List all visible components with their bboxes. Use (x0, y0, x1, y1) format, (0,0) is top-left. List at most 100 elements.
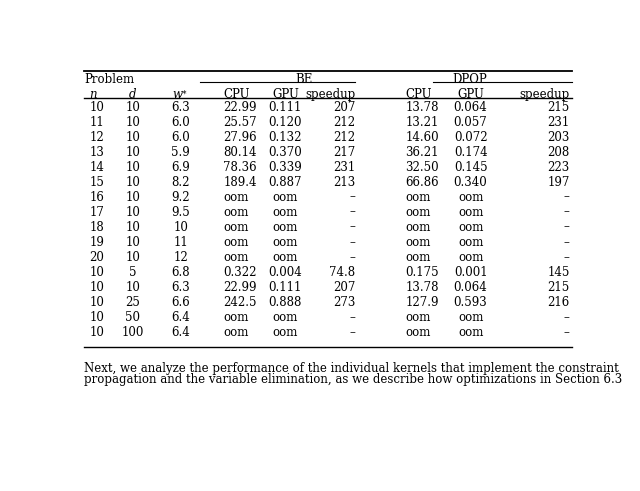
Text: CPU: CPU (223, 88, 250, 101)
Text: oom: oom (406, 326, 431, 339)
Text: 9.2: 9.2 (172, 191, 190, 204)
Text: 0.370: 0.370 (269, 145, 302, 159)
Text: oom: oom (223, 250, 249, 264)
Text: w: w (173, 88, 182, 101)
Text: oom: oom (406, 311, 431, 324)
Text: oom: oom (458, 250, 483, 264)
Text: –: – (349, 191, 355, 204)
Text: 11: 11 (173, 236, 188, 248)
Text: 80.14: 80.14 (223, 145, 257, 159)
Text: 145: 145 (547, 266, 570, 279)
Text: 0.322: 0.322 (223, 266, 257, 279)
Text: 208: 208 (548, 145, 570, 159)
Text: speedup: speedup (520, 88, 570, 101)
Text: 0.340: 0.340 (454, 176, 488, 189)
Text: 6.0: 6.0 (172, 115, 190, 129)
Text: oom: oom (223, 191, 249, 204)
Text: oom: oom (273, 206, 298, 218)
Text: 9.5: 9.5 (172, 206, 190, 218)
Text: 10: 10 (125, 250, 140, 264)
Text: 0.145: 0.145 (454, 161, 488, 173)
Text: GPU: GPU (457, 88, 484, 101)
Text: 10: 10 (90, 311, 104, 324)
Text: d: d (129, 88, 136, 101)
Text: 0.175: 0.175 (406, 266, 439, 279)
Text: oom: oom (273, 220, 298, 234)
Text: –: – (349, 250, 355, 264)
Text: 10: 10 (125, 281, 140, 294)
Text: 6.8: 6.8 (172, 266, 190, 279)
Text: 0.120: 0.120 (269, 115, 302, 129)
Text: 10: 10 (173, 220, 188, 234)
Text: 14: 14 (90, 161, 104, 173)
Text: oom: oom (223, 236, 249, 248)
Text: –: – (564, 236, 570, 248)
Text: *: * (182, 90, 186, 99)
Text: 10: 10 (90, 101, 104, 113)
Text: 16: 16 (90, 191, 104, 204)
Text: 197: 197 (547, 176, 570, 189)
Text: 25.57: 25.57 (223, 115, 257, 129)
Text: 0.111: 0.111 (269, 101, 302, 113)
Text: –: – (564, 326, 570, 339)
Text: 25: 25 (125, 296, 140, 309)
Text: 10: 10 (125, 206, 140, 218)
Text: Problem: Problem (84, 73, 134, 86)
Text: 0.064: 0.064 (454, 281, 488, 294)
Text: 0.064: 0.064 (454, 101, 488, 113)
Text: oom: oom (223, 206, 249, 218)
Text: 10: 10 (125, 176, 140, 189)
Text: 216: 216 (548, 296, 570, 309)
Text: BE: BE (296, 73, 313, 86)
Text: 189.4: 189.4 (223, 176, 257, 189)
Text: –: – (349, 326, 355, 339)
Text: 100: 100 (122, 326, 144, 339)
Text: 17: 17 (90, 206, 104, 218)
Text: 10: 10 (125, 145, 140, 159)
Text: 10: 10 (90, 326, 104, 339)
Text: Next, we analyze the performance of the individual kernels that implement the co: Next, we analyze the performance of the … (84, 362, 619, 375)
Text: 10: 10 (125, 115, 140, 129)
Text: 231: 231 (333, 161, 355, 173)
Text: 127.9: 127.9 (406, 296, 439, 309)
Text: 10: 10 (125, 161, 140, 173)
Text: 231: 231 (548, 115, 570, 129)
Text: 10: 10 (90, 281, 104, 294)
Text: 6.9: 6.9 (172, 161, 190, 173)
Text: 6.3: 6.3 (172, 101, 190, 113)
Text: 0.174: 0.174 (454, 145, 488, 159)
Text: 203: 203 (547, 131, 570, 143)
Text: oom: oom (406, 191, 431, 204)
Text: oom: oom (458, 220, 483, 234)
Text: 22.99: 22.99 (223, 101, 257, 113)
Text: 0.057: 0.057 (454, 115, 488, 129)
Text: 74.8: 74.8 (329, 266, 355, 279)
Text: 207: 207 (333, 101, 355, 113)
Text: 0.072: 0.072 (454, 131, 488, 143)
Text: oom: oom (273, 250, 298, 264)
Text: –: – (564, 206, 570, 218)
Text: 14.60: 14.60 (406, 131, 439, 143)
Text: 19: 19 (90, 236, 104, 248)
Text: oom: oom (273, 236, 298, 248)
Text: –: – (349, 206, 355, 218)
Text: 66.86: 66.86 (406, 176, 439, 189)
Text: 13.78: 13.78 (406, 101, 439, 113)
Text: 22.99: 22.99 (223, 281, 257, 294)
Text: oom: oom (458, 191, 483, 204)
Text: 27.96: 27.96 (223, 131, 257, 143)
Text: 13.78: 13.78 (406, 281, 439, 294)
Text: 207: 207 (333, 281, 355, 294)
Text: oom: oom (458, 326, 483, 339)
Text: 8.2: 8.2 (172, 176, 190, 189)
Text: oom: oom (223, 326, 249, 339)
Text: GPU: GPU (272, 88, 299, 101)
Text: oom: oom (223, 311, 249, 324)
Text: 13.21: 13.21 (406, 115, 439, 129)
Text: oom: oom (458, 236, 483, 248)
Text: 12: 12 (173, 250, 188, 264)
Text: DPOP: DPOP (452, 73, 487, 86)
Text: 0.339: 0.339 (269, 161, 302, 173)
Text: 10: 10 (125, 191, 140, 204)
Text: 18: 18 (90, 220, 104, 234)
